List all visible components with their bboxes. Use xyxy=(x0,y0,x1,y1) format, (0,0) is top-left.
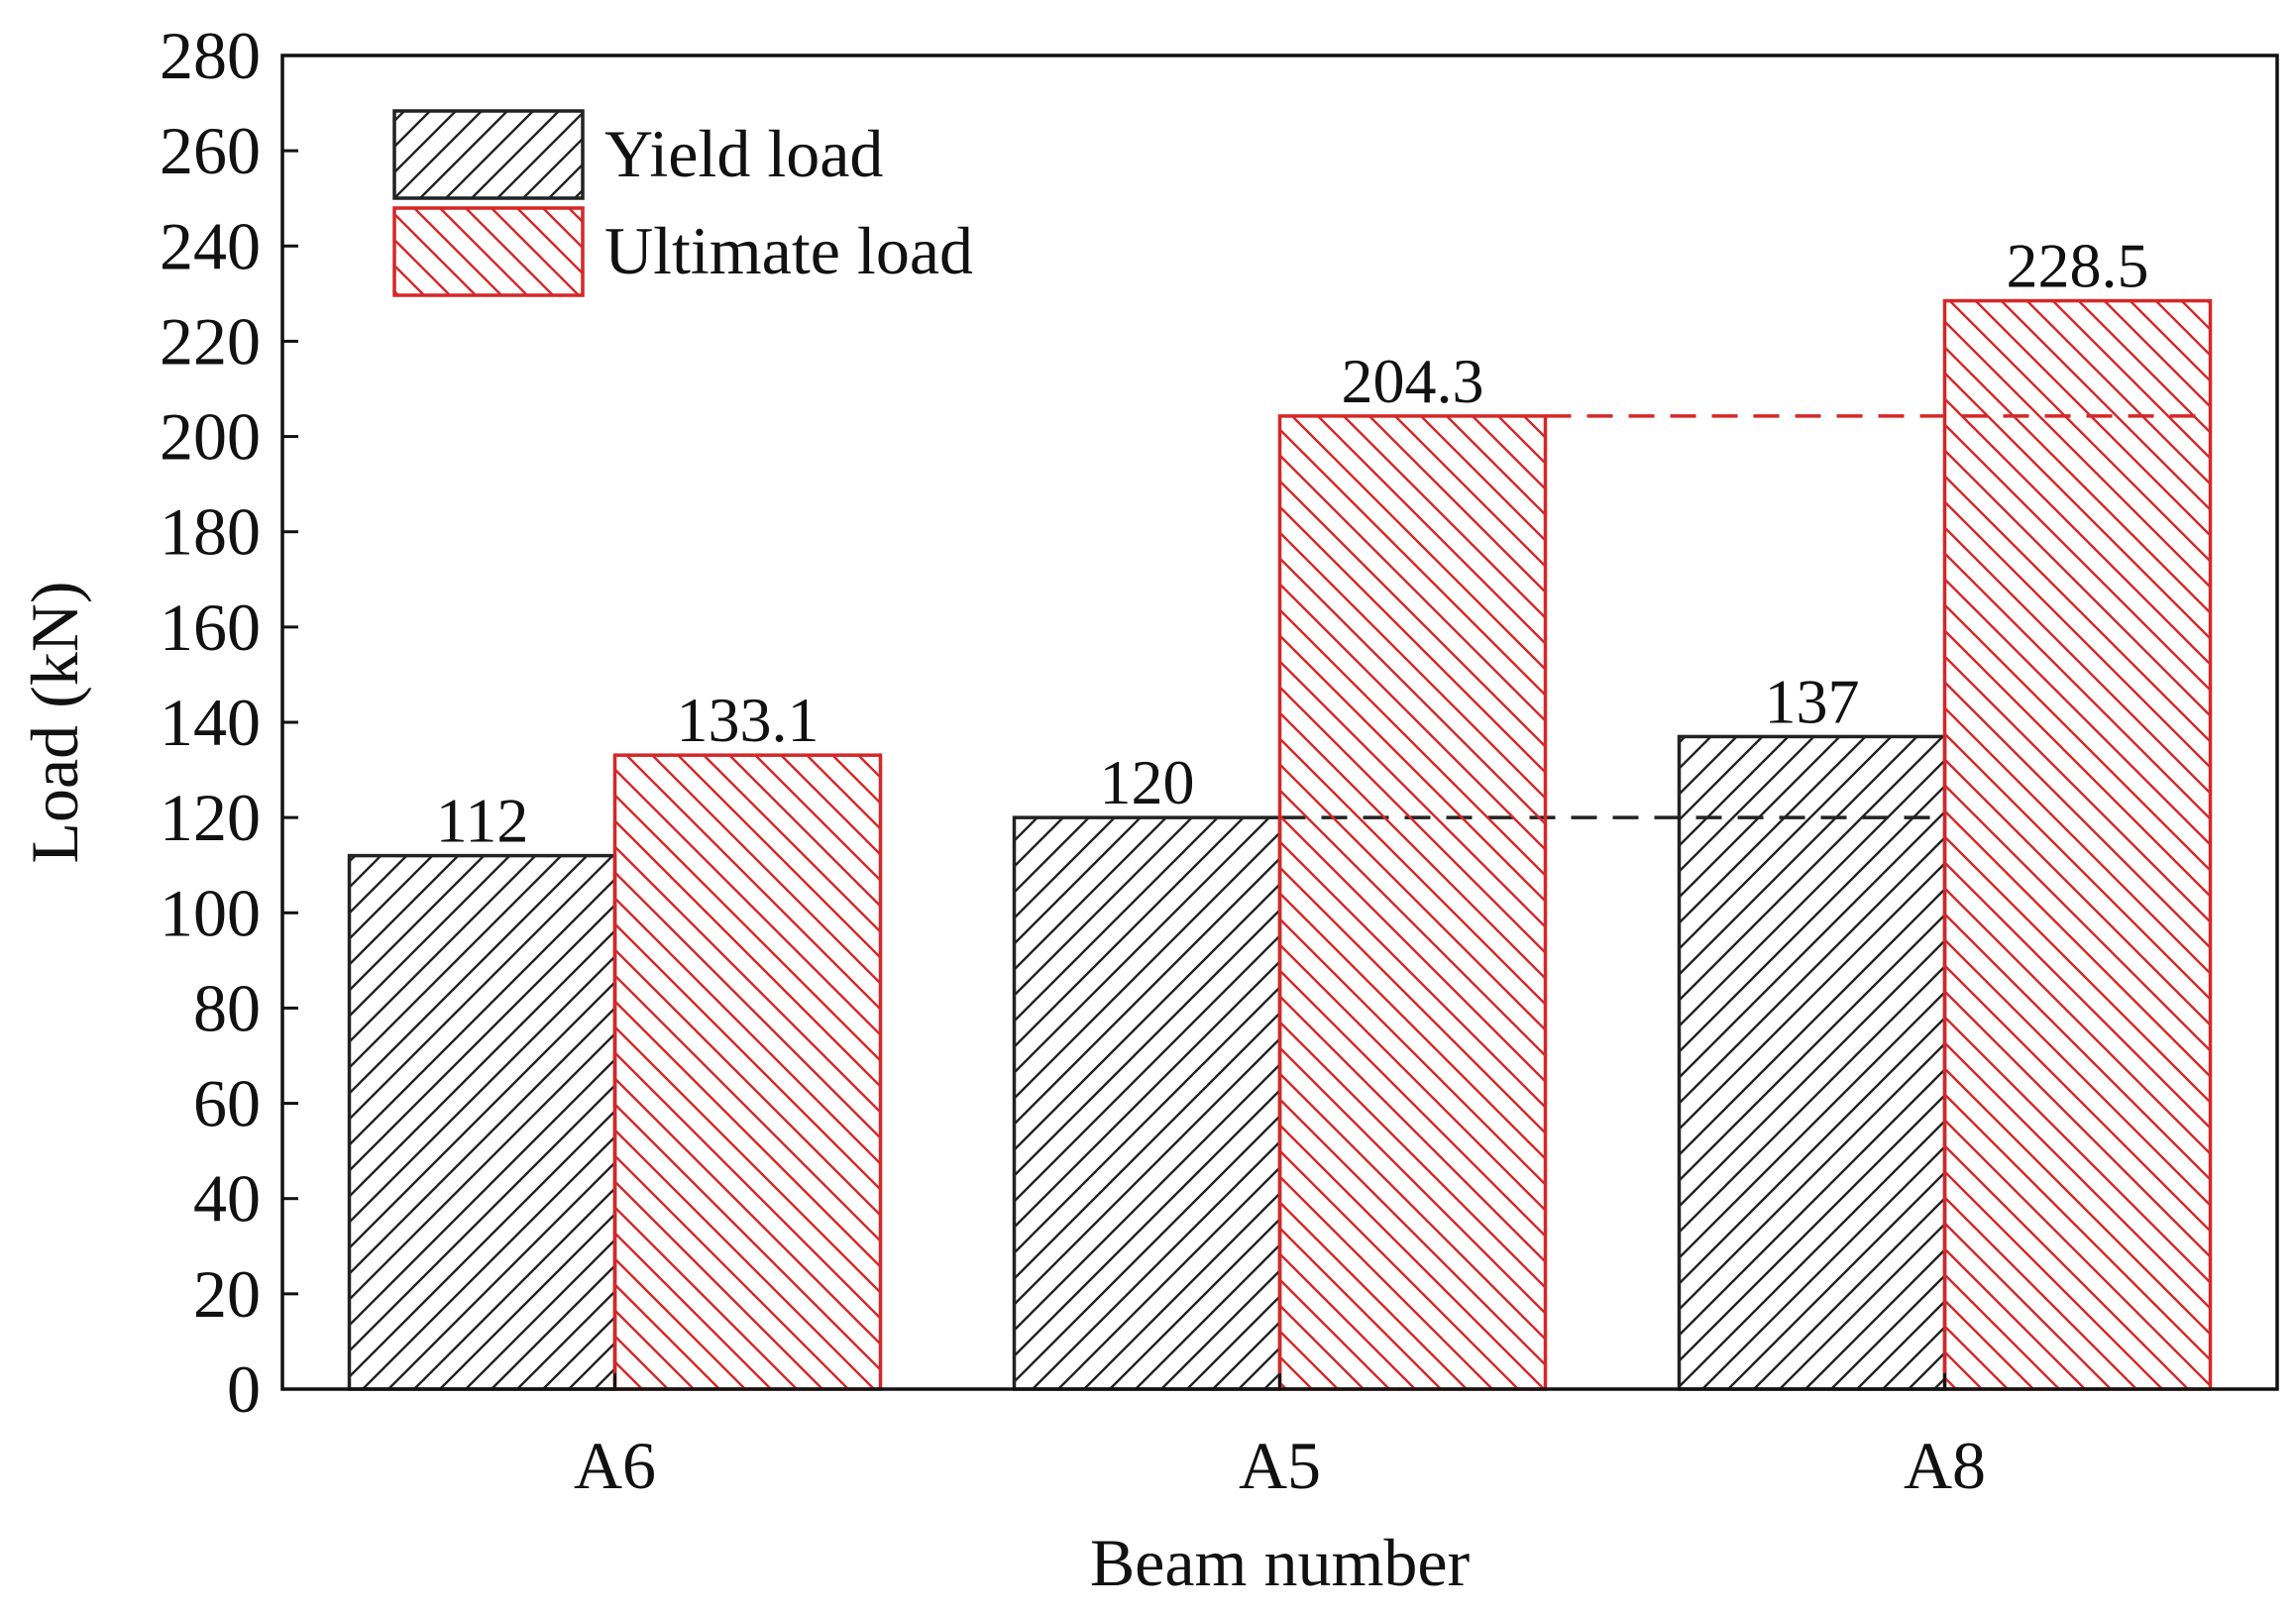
y-tick-label: 160 xyxy=(160,590,261,665)
bar-ultimate-a5 xyxy=(1277,414,1548,1391)
x-tick-label: A5 xyxy=(1239,1428,1321,1503)
y-tick-label: 140 xyxy=(160,685,261,760)
y-tick-label: 180 xyxy=(160,494,261,570)
data-label: 228.5 xyxy=(2007,231,2149,301)
y-axis-title: Load (kN) xyxy=(17,581,92,863)
legend: Yield load Ultimate load xyxy=(392,109,973,297)
y-tick-label: 20 xyxy=(193,1256,261,1332)
data-label: 204.3 xyxy=(1342,346,1484,416)
y-tick-label: 240 xyxy=(160,208,261,283)
y-tick-label: 40 xyxy=(193,1161,261,1237)
data-label: 120 xyxy=(1100,747,1195,817)
y-axis: 0 20 40 60 80 100 120 140 160 180 200 220 240 260 280 xyxy=(160,18,298,1427)
bar-yield-a6 xyxy=(347,853,617,1391)
bar-yield-a8 xyxy=(1677,734,1947,1391)
y-tick-label: 80 xyxy=(193,970,261,1045)
bars-group xyxy=(347,298,2213,1391)
x-tick-label: A8 xyxy=(1904,1428,1986,1503)
bar-ultimate-a8 xyxy=(1942,298,2213,1391)
data-label: 112 xyxy=(436,786,529,856)
x-tick-label: A6 xyxy=(574,1428,656,1503)
y-tick-label: 220 xyxy=(160,303,261,378)
legend-label: Yield load xyxy=(604,116,883,191)
y-tick-label: 100 xyxy=(160,875,261,950)
y-tick-label: 260 xyxy=(160,113,261,188)
data-labels-group: 112 133.1 120 204.3 137 228.5 xyxy=(436,231,2149,856)
bar-yield-a5 xyxy=(1012,815,1282,1391)
legend-swatch-ultimate xyxy=(392,206,585,297)
y-tick-label: 0 xyxy=(227,1351,261,1427)
data-label: 133.1 xyxy=(677,685,820,755)
y-tick-label: 120 xyxy=(160,780,261,855)
legend-label: Ultimate load xyxy=(604,213,973,288)
y-tick-label: 200 xyxy=(160,399,261,475)
y-tick-label: 60 xyxy=(193,1066,261,1141)
y-tick-label: 280 xyxy=(160,18,261,93)
data-label: 137 xyxy=(1765,666,1860,736)
bar-ultimate-a6 xyxy=(612,753,883,1391)
x-axis: A6 A5 A8 xyxy=(574,1373,1986,1503)
x-axis-title: Beam number xyxy=(1090,1525,1471,1600)
legend-swatch-yield xyxy=(392,109,585,200)
